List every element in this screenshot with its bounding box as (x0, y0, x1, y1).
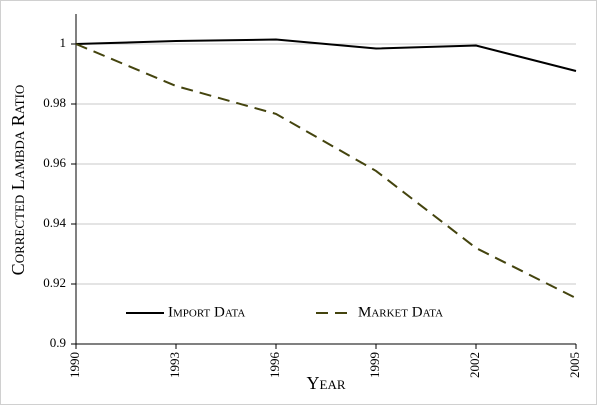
series-line (75, 43, 577, 299)
y-tick-label: 0.96 (43, 155, 66, 170)
x-tick-label: 1996 (267, 352, 282, 379)
x-tick-label: 1990 (67, 352, 82, 378)
x-tick-label: 2002 (467, 352, 482, 378)
y-tick-label: 0.98 (43, 95, 66, 110)
legend-label: Market Data (358, 304, 443, 320)
x-tick-label: 2005 (567, 352, 582, 378)
y-tick-label: 0.9 (50, 335, 66, 350)
y-tick-label: 0.92 (43, 275, 66, 290)
y-tick-label: 0.94 (43, 215, 66, 230)
y-axis-title: Corrected Lambda Ratio (8, 85, 28, 276)
x-tick-label: 1999 (367, 352, 382, 378)
x-axis-title: Year (307, 373, 346, 393)
series-line (75, 38, 577, 72)
legend-label: Import Data (168, 304, 245, 320)
x-tick-label: 1993 (167, 352, 182, 378)
y-tick-label: 1 (60, 35, 67, 50)
